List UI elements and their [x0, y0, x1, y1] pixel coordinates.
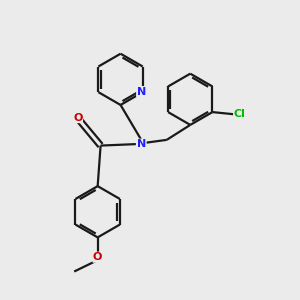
Text: O: O — [93, 252, 102, 262]
Text: N: N — [136, 87, 146, 97]
Text: O: O — [73, 112, 83, 123]
Text: N: N — [136, 139, 146, 149]
Text: Cl: Cl — [234, 109, 245, 119]
